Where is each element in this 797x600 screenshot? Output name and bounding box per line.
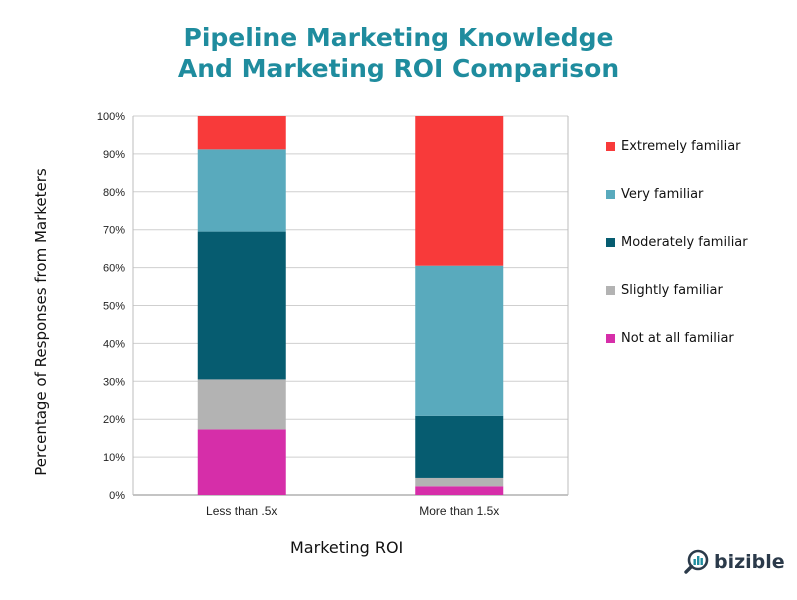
y-axis-label: Percentage of Responses from Marketers xyxy=(32,168,50,476)
y-tick-label: 60% xyxy=(103,263,125,275)
bar-segment xyxy=(197,116,286,150)
y-axis-ticks: 0% 10% 20% 30% 40% 50% 60% 70% 80% 90% 100% xyxy=(97,111,125,502)
bar-segment xyxy=(415,116,504,266)
chart-title: Pipeline Marketing Knowledge And Marketi… xyxy=(0,22,797,84)
legend-swatch xyxy=(606,189,615,199)
legend-label: Moderately familiar xyxy=(621,234,748,250)
y-tick-label: 30% xyxy=(103,376,125,388)
bar-segment xyxy=(197,379,286,430)
y-tick-label: 10% xyxy=(103,452,125,464)
y-tick-label: 90% xyxy=(103,149,125,161)
legend-item: Extremely familiar xyxy=(606,122,748,170)
legend-label: Very familiar xyxy=(621,186,704,202)
brand-name: bizible xyxy=(714,551,785,573)
bar-segment xyxy=(415,477,504,487)
bar-segment xyxy=(415,486,504,495)
magnifier-chart-icon xyxy=(684,549,709,574)
y-tick-label: 80% xyxy=(103,187,125,199)
brand-logo: bizible xyxy=(684,549,785,575)
x-axis-label: Marketing ROI xyxy=(290,538,404,557)
chart-title-line-1: Pipeline Marketing Knowledge xyxy=(183,23,614,52)
y-tick-label: 100% xyxy=(97,111,125,123)
y-tick-label: 0% xyxy=(109,490,125,502)
bar-segment xyxy=(197,149,286,232)
legend-item: Moderately familiar xyxy=(606,218,748,266)
chart-title-line-2: And Marketing ROI Comparison xyxy=(177,54,620,83)
legend-swatch xyxy=(606,237,615,247)
legend-swatch xyxy=(606,141,615,151)
legend-label: Extremely familiar xyxy=(621,138,741,154)
x-category-label: Less than .5x xyxy=(206,504,277,518)
legend-swatch xyxy=(606,285,615,295)
y-tick-label: 70% xyxy=(103,225,125,237)
bars xyxy=(197,116,504,495)
y-tick-label: 20% xyxy=(103,414,125,426)
legend-label: Not at all familiar xyxy=(621,330,734,346)
bar-segment xyxy=(197,429,286,495)
legend-item: Not at all familiar xyxy=(606,314,748,362)
legend-item: Slightly familiar xyxy=(606,266,748,314)
x-category-label: More than 1.5x xyxy=(419,504,499,518)
legend-item: Very familiar xyxy=(606,170,748,218)
legend-swatch xyxy=(606,333,615,343)
bar-segment xyxy=(197,231,286,380)
bar-segment xyxy=(415,265,504,416)
legend: Extremely familiar Very familiar Moderatel… xyxy=(606,122,748,362)
bar-segment xyxy=(415,415,504,478)
legend-label: Slightly familiar xyxy=(621,282,723,298)
y-tick-label: 50% xyxy=(103,301,125,313)
y-tick-label: 40% xyxy=(103,338,125,350)
x-axis-categories: Less than .5x More than 1.5x xyxy=(206,504,499,518)
